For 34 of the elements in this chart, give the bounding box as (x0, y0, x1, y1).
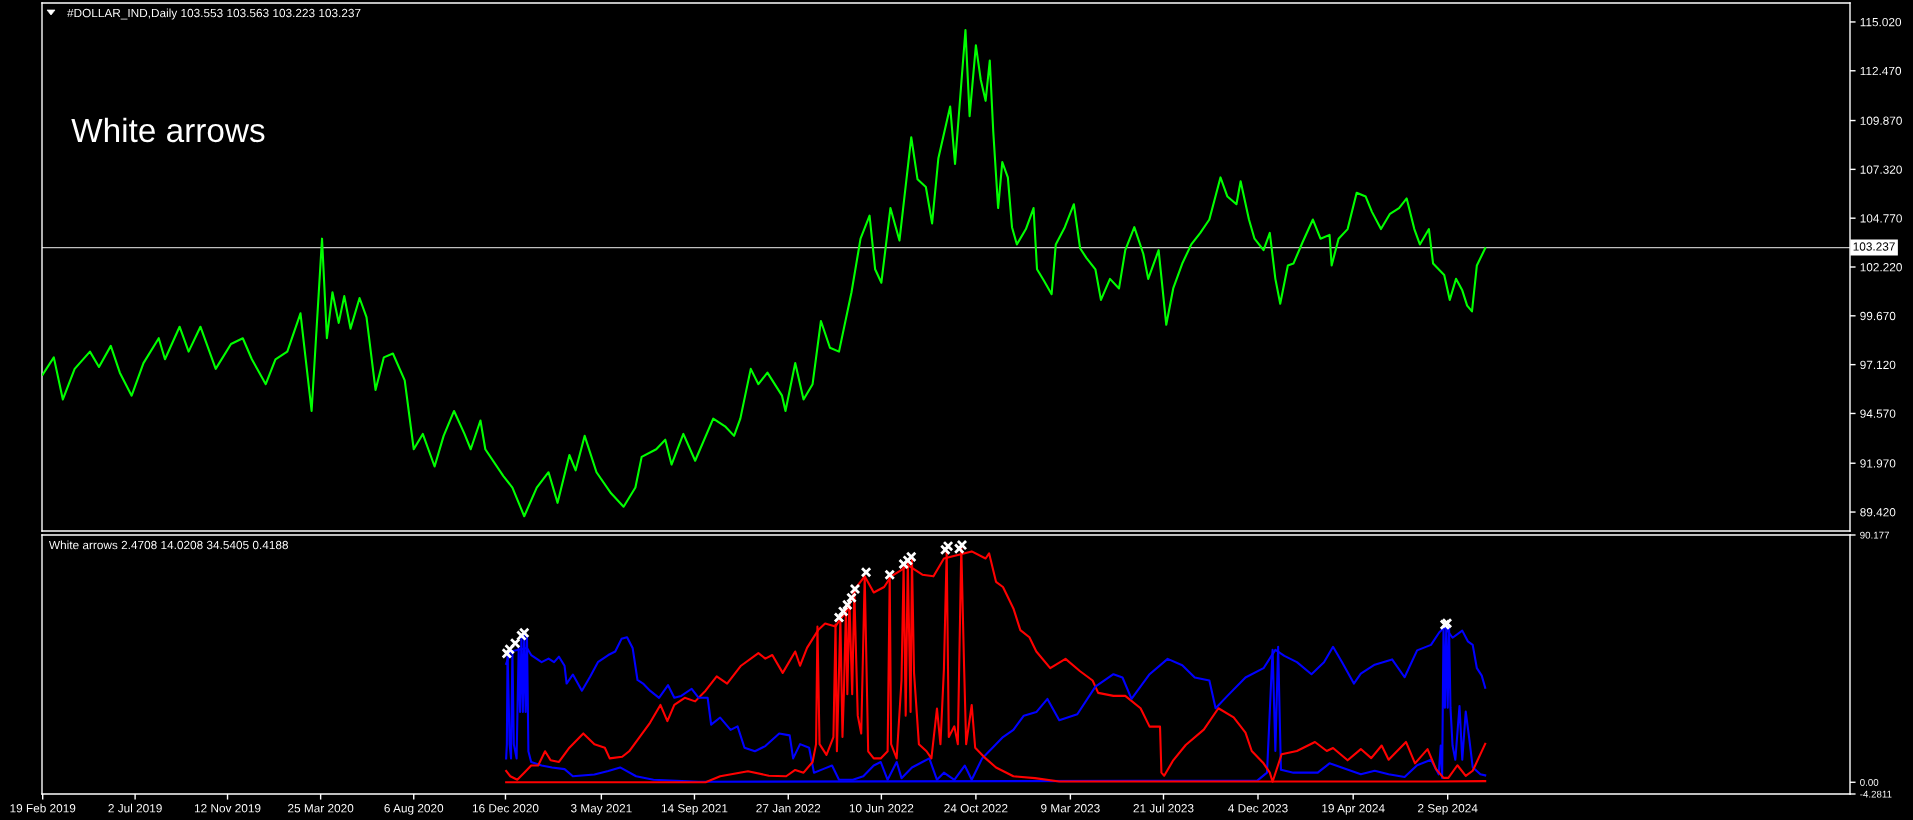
y-tick-label: -4.2811 (1860, 790, 1892, 798)
y-tick-label: 90.177 (1860, 531, 1889, 539)
y-tick-label: 109.870 (1860, 116, 1902, 125)
y-tick-label: 91.970 (1860, 459, 1896, 468)
x-tick-label: 27 Jan 2022 (756, 804, 821, 813)
x-tick-label: 19 Apr 2024 (1322, 804, 1385, 815)
x-tick-label: 2 Sep 2024 (1418, 804, 1478, 815)
x-tick-label: 24 Oct 2022 (944, 804, 1008, 813)
annotation: White arrows (71, 117, 265, 143)
x-tick-label: 21 Jul 2023 (1133, 803, 1194, 813)
x-tick-label: 25 Mar 2020 (288, 804, 354, 813)
x-tick-label: 3 May 2021 (570, 804, 632, 815)
ref-line-label: 103.237 (1853, 242, 1895, 251)
x-tick-label: 16 Dec 2020 (472, 804, 539, 813)
y-tick-label: 94.570 (1860, 409, 1896, 418)
x-tick-label: 10 Jun 2022 (849, 804, 914, 813)
x-tick-label: 14 Sep 2021 (661, 804, 728, 815)
x-tick-label: 12 Nov 2019 (194, 804, 261, 813)
y-tick-label: 115.020 (1860, 17, 1902, 27)
x-tick-label: 9 Mar 2023 (1041, 804, 1100, 813)
y-tick-label: 107.320 (1860, 165, 1902, 174)
x-tick-label: 2 Jul 2019 (108, 803, 162, 813)
y-tick-label: 97.120 (1860, 360, 1896, 370)
y-tick-label: 112.470 (1860, 66, 1902, 76)
y-tick-label: 104.770 (1860, 214, 1902, 223)
x-tick-label: 6 Aug 2020 (384, 804, 444, 815)
chart-title: #DOLLAR_IND,Daily 103.553 103.563 103.223 103.237 (67, 8, 361, 20)
y-tick-label: 0.00 (1860, 779, 1879, 786)
y-tick-label: 99.670 (1860, 311, 1896, 321)
x-tick-label: 19 Feb 2019 (10, 803, 76, 813)
x-tick-label: 4 Dec 2023 (1228, 804, 1288, 813)
y-tick-label: 102.220 (1860, 263, 1902, 272)
chart-title: White arrows 2.4708 14.0208 34.5405 0.4188 (49, 540, 288, 550)
y-tick-label: 89.420 (1860, 508, 1896, 517)
